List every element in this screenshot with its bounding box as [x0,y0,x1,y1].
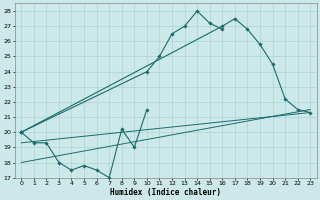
X-axis label: Humidex (Indice chaleur): Humidex (Indice chaleur) [110,188,221,197]
